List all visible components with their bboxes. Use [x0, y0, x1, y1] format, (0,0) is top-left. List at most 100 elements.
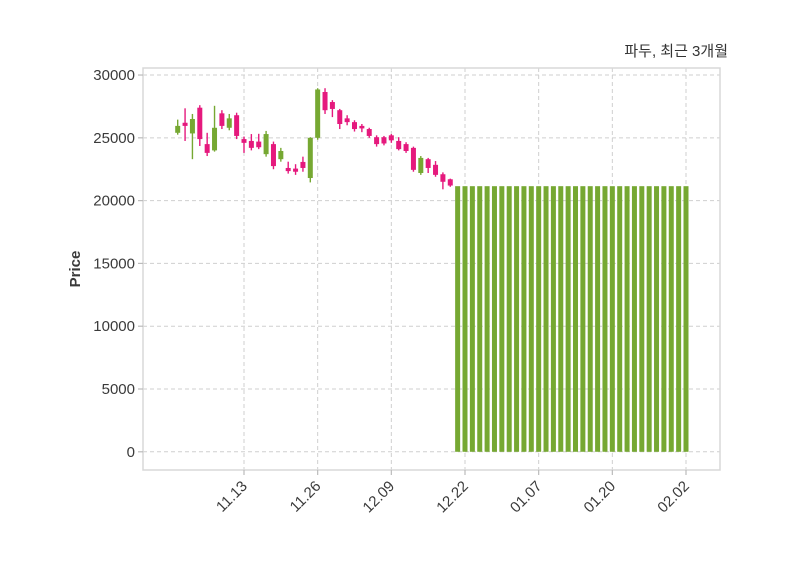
candle-body: [175, 125, 181, 133]
candle: [521, 186, 527, 452]
candle-body: [455, 186, 461, 452]
candle: [602, 186, 608, 452]
candle: [410, 146, 416, 172]
candle-body: [396, 140, 402, 150]
candle-body: [256, 141, 262, 148]
candle-body: [499, 186, 505, 452]
candle-body: [587, 186, 593, 452]
candle-body: [263, 134, 269, 155]
x-tick-label: 11.13: [213, 478, 251, 516]
candle-body: [462, 186, 468, 452]
candle-body: [573, 186, 579, 452]
candle: [668, 186, 674, 452]
y-tick-label: 25000: [93, 130, 135, 147]
candle-body: [477, 186, 483, 452]
candle: [381, 135, 387, 146]
candle: [558, 186, 564, 452]
candle-body: [661, 186, 667, 452]
candle-body: [521, 186, 527, 452]
candle-body: [433, 164, 439, 175]
candle-body: [668, 186, 674, 452]
candle: [403, 142, 409, 153]
candle-body: [212, 127, 218, 151]
candle: [624, 186, 630, 452]
candle: [293, 164, 299, 175]
candle: [359, 124, 365, 133]
candle: [455, 186, 461, 452]
candle-body: [558, 186, 564, 452]
candle-body: [418, 157, 424, 173]
candle: [477, 186, 483, 452]
candle: [587, 186, 593, 452]
candle-body: [315, 89, 321, 138]
candle-body: [491, 186, 497, 452]
candle: [565, 186, 571, 452]
y-tick-label: 0: [127, 444, 135, 461]
candle-body: [241, 139, 247, 143]
candle: [388, 134, 394, 143]
x-tick-label: 02.02: [654, 478, 693, 517]
candle-body: [359, 125, 365, 129]
candle: [278, 147, 284, 162]
candle: [631, 186, 637, 452]
candle: [447, 178, 453, 187]
x-tick-label: 01.07: [507, 478, 546, 517]
candle: [440, 172, 446, 190]
candle-body: [536, 186, 542, 452]
candle: [654, 186, 660, 452]
candle: [315, 88, 321, 140]
candle-body: [403, 144, 409, 152]
candle: [300, 156, 306, 172]
candle-body: [381, 137, 387, 144]
y-tick-label: 15000: [93, 255, 135, 272]
candle-body: [300, 161, 306, 168]
candle: [366, 127, 372, 138]
candle: [536, 186, 542, 452]
candle-body: [322, 91, 328, 111]
candle: [499, 186, 505, 452]
tick-layer: [138, 74, 687, 475]
candle-body: [624, 186, 630, 452]
candle: [661, 186, 667, 452]
candle-body: [580, 186, 586, 452]
candle-body: [285, 167, 291, 172]
candle-body: [352, 122, 358, 130]
candle-body: [344, 118, 350, 123]
candle-body: [484, 186, 490, 452]
candle: [212, 105, 218, 152]
candle-body: [182, 122, 188, 126]
candle-body: [550, 186, 556, 452]
candle-body: [639, 186, 645, 452]
candle-body: [565, 186, 571, 452]
candle-body: [646, 186, 652, 452]
candle: [189, 113, 195, 160]
candle-body: [447, 179, 453, 186]
y-tick-label: 20000: [93, 193, 135, 210]
candle: [528, 186, 534, 452]
candle: [646, 186, 652, 452]
candle-body: [543, 186, 549, 452]
candle: [425, 157, 431, 173]
candle: [396, 137, 402, 151]
candle: [550, 186, 556, 452]
candle: [484, 186, 490, 452]
plot-border: [142, 67, 721, 471]
candle: [639, 186, 645, 452]
x-tick-label: 11.26: [287, 478, 325, 516]
candle-body: [631, 186, 637, 452]
candle-body: [410, 147, 416, 170]
candle: [418, 156, 424, 175]
candle: [329, 100, 335, 118]
y-tick-label: 10000: [93, 318, 135, 335]
candle: [676, 186, 682, 452]
candle-body: [514, 186, 520, 452]
candle: [374, 135, 380, 147]
candle: [175, 119, 181, 135]
candle: [491, 186, 497, 452]
candle-body: [226, 118, 232, 128]
y-tick-label: 30000: [93, 67, 135, 84]
y-axis-title: Price: [67, 251, 84, 288]
candle: [344, 115, 350, 126]
